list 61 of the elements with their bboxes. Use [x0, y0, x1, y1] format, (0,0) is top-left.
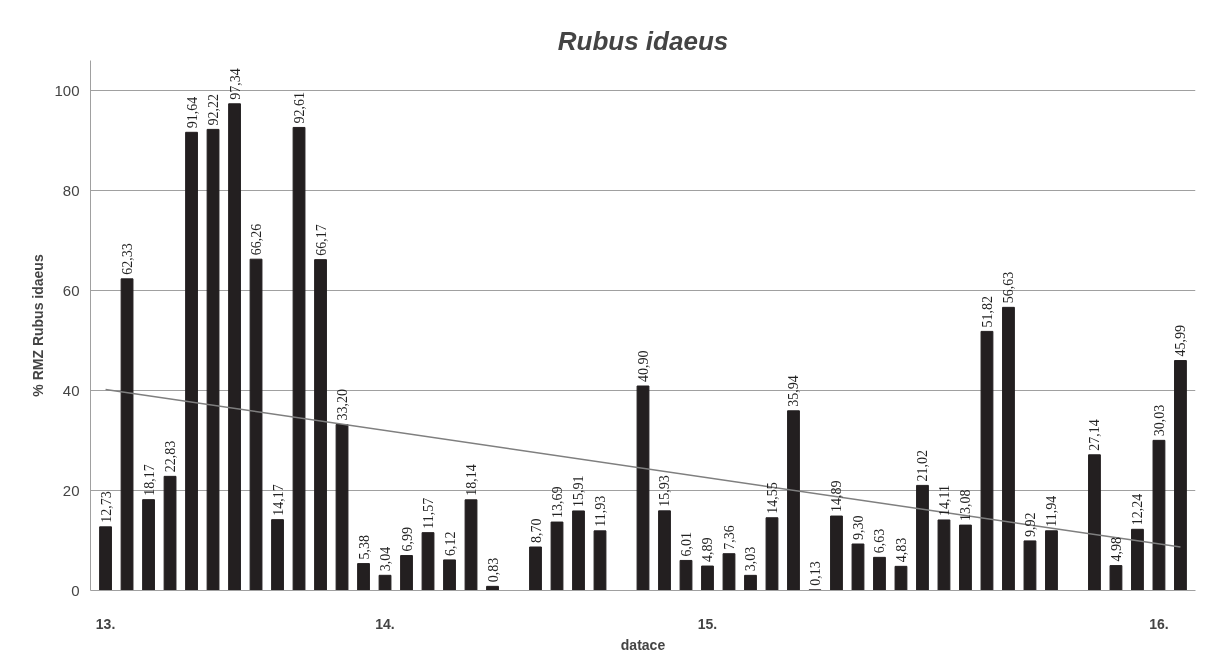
x-tick-label: 16.: [1149, 615, 1169, 632]
data-label: 62,33: [120, 243, 136, 275]
data-label: 27,14: [1087, 419, 1103, 451]
x-tick-label: 14.: [375, 615, 395, 632]
data-label: 11,93: [593, 495, 608, 527]
data-label: 6,12: [442, 531, 458, 556]
data-label: 9,92: [1022, 512, 1038, 537]
data-label: 6,63: [872, 528, 888, 554]
y-tick-label: 40: [62, 381, 80, 399]
x-tick-label: 15.: [697, 615, 718, 632]
data-label: 14,11: [936, 484, 952, 516]
data-label: 45,99: [1173, 325, 1189, 357]
data-label: 51,82: [979, 295, 995, 328]
data-label: 14,55: [764, 482, 780, 514]
data-label: 5,38: [356, 535, 372, 560]
data-label: 8,70: [528, 518, 544, 543]
data-label: 35,94: [786, 375, 802, 407]
data-label: 9,30: [850, 515, 866, 540]
y-tick-label: 20: [62, 481, 80, 499]
data-label: 14,17: [270, 484, 286, 516]
chart-title: Rubus idaeus: [557, 25, 729, 56]
data-label: 40,90: [636, 350, 651, 382]
data-label: 7,36: [721, 525, 737, 550]
x-axis-title: datace: [620, 636, 666, 653]
y-tick-label: 0: [71, 581, 80, 599]
data-label: 11,57: [421, 497, 437, 529]
data-label: 15,91: [571, 475, 587, 507]
data-label: 11,94: [1044, 495, 1060, 527]
data-label: 33,20: [335, 389, 351, 421]
data-label: 66,17: [313, 224, 329, 256]
data-label: 92,22: [206, 93, 222, 126]
data-label: 30,03: [1151, 404, 1167, 437]
data-label: 22,83: [163, 440, 179, 473]
data-label: 91,64: [184, 96, 200, 129]
data-label: 6,01: [679, 531, 694, 557]
data-label: 21,02: [915, 449, 931, 482]
data-label: 0,83: [485, 557, 501, 583]
data-label: 6,99: [399, 527, 415, 552]
data-label: 0,13: [807, 561, 823, 586]
y-tick-label: 80: [62, 181, 80, 199]
data-label: 92,61: [292, 91, 308, 124]
data-label: 12,73: [98, 491, 114, 523]
data-label: 18,14: [464, 464, 480, 496]
data-label: 4,83: [893, 537, 909, 563]
data-label: 13,69: [550, 486, 566, 519]
data-label: 4,89: [700, 537, 716, 563]
y-tick-label: 60: [62, 281, 80, 299]
data-label: 12,24: [1130, 493, 1146, 526]
data-label: 97,34: [227, 68, 243, 100]
data-label: 3,04: [378, 546, 394, 572]
data-label: 66,26: [249, 223, 265, 256]
y-tick-label: 100: [54, 81, 80, 99]
data-label: 18,17: [141, 464, 157, 496]
data-label: 4,98: [1108, 537, 1124, 562]
data-label: 15,93: [657, 475, 673, 507]
data-label: 56,63: [1001, 271, 1017, 304]
data-label: 13,08: [958, 489, 974, 522]
x-tick-label: 13.: [95, 615, 116, 632]
y-axis-title: % RMZ Rubus idaeus: [30, 254, 47, 397]
data-label: 14,89: [829, 480, 845, 513]
data-label: 3,03: [743, 546, 759, 572]
